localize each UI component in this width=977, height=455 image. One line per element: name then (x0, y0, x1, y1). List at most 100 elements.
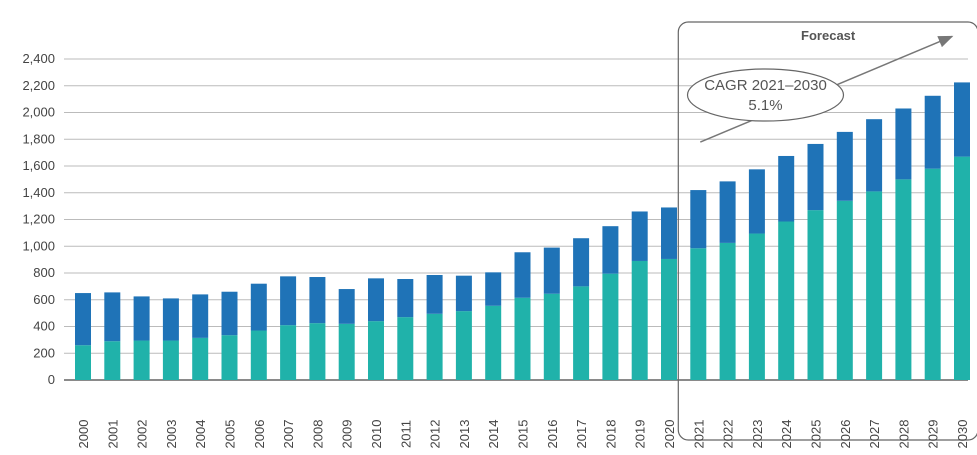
y-axis-tick-labels: 0 200 400 600 800 1,000 1,200 1,400 1,600 1,800 2,… (22, 51, 55, 387)
x-tick-label: 2005 (223, 420, 238, 449)
bar-segment-upper-2006 (250, 283, 267, 331)
x-tick-label: 2004 (193, 420, 208, 449)
bar-segment-upper-2022 (719, 181, 736, 243)
bar-segment-lower-2017 (573, 286, 590, 380)
bar-segment-upper-2018 (602, 226, 619, 274)
bar-segment-lower-2015 (514, 297, 531, 380)
bar-segment-upper-2002 (133, 296, 150, 341)
bar-segment-upper-2019 (631, 211, 648, 261)
bar-segment-upper-2014 (485, 272, 502, 306)
forecast-region: Forecast (677, 21, 977, 441)
bar-segment-lower-2026 (836, 200, 853, 380)
x-tick-label: 2028 (896, 420, 911, 449)
x-axis-tick-labels: 2000 2001 2002 2003 2004 2005 2006 2007 2008 2009… (76, 420, 970, 449)
y-tick-label: 800 (33, 265, 55, 280)
bar-segment-upper-2001 (104, 292, 121, 342)
y-tick-label: 1,000 (22, 238, 55, 253)
bar-segment-upper-2029 (924, 95, 941, 169)
x-tick-label: 2021 (691, 420, 706, 449)
x-tick-label: 2023 (750, 420, 765, 449)
bar-segment-lower-2003 (162, 340, 179, 380)
bar-segment-lower-2002 (133, 340, 150, 380)
forecast-box (677, 21, 977, 441)
x-tick-label: 2014 (486, 420, 501, 449)
x-tick-label: 2024 (779, 420, 794, 449)
bar-segment-upper-2015 (514, 252, 531, 298)
bar-segment-upper-2021 (690, 190, 707, 249)
x-tick-label: 2026 (838, 420, 853, 449)
bar-segment-upper-2011 (397, 279, 414, 318)
x-tick-label: 2022 (721, 420, 736, 449)
bar-segment-lower-2006 (250, 330, 267, 380)
x-tick-label: 2006 (252, 420, 267, 449)
x-tick-label: 2000 (76, 420, 91, 449)
bar-segment-lower-2021 (690, 248, 707, 380)
bar-segment-lower-2016 (543, 293, 560, 380)
bar-segment-upper-2000 (75, 293, 91, 346)
bar-segment-lower-2001 (104, 341, 121, 380)
bar-segment-lower-2000 (75, 345, 91, 380)
x-tick-label: 2001 (105, 420, 120, 449)
y-tick-label: 600 (33, 292, 55, 307)
bar-segment-upper-2030 (954, 82, 970, 157)
x-tick-label: 2016 (545, 420, 560, 449)
cagr-value: 5.1% (748, 97, 782, 114)
x-tick-label: 2009 (340, 420, 355, 449)
x-tick-label: 2015 (516, 420, 531, 449)
x-tick-label: 2003 (164, 420, 179, 449)
bar-segment-lower-2019 (631, 260, 648, 380)
x-tick-label: 2027 (867, 420, 882, 449)
bar-segment-upper-2023 (748, 169, 765, 234)
x-tick-label: 2011 (398, 420, 413, 448)
bar-segment-lower-2008 (309, 323, 326, 380)
bar-segment-lower-2009 (338, 323, 355, 380)
bar-segment-lower-2027 (866, 191, 883, 380)
bar-segment-upper-2024 (778, 155, 795, 222)
cagr-annotation: CAGR 2021–2030 5.1% (686, 35, 954, 143)
y-tick-label: 200 (33, 345, 55, 360)
x-tick-label: 2020 (662, 420, 677, 449)
x-tick-label: 2019 (633, 420, 648, 449)
bar-segment-lower-2022 (719, 242, 736, 380)
bar-segment-upper-2028 (895, 108, 912, 180)
bar-segment-lower-2018 (602, 273, 619, 380)
x-tick-label: 2025 (809, 420, 824, 449)
x-tick-label: 2012 (428, 420, 443, 449)
bar-segment-lower-2025 (807, 210, 824, 380)
bar-segment-upper-2004 (192, 294, 209, 338)
bar-segment-lower-2029 (924, 168, 941, 380)
bar-segment-lower-2013 (455, 311, 472, 380)
forecast-label: Forecast (801, 28, 856, 43)
bar-segment-upper-2016 (543, 247, 560, 294)
bar-segment-lower-2005 (221, 335, 238, 380)
bar-segment-upper-2026 (836, 131, 853, 201)
x-tick-label: 2010 (369, 420, 384, 449)
bar-segment-lower-2023 (748, 233, 765, 380)
y-tick-label: 2,200 (22, 78, 55, 93)
bar-segment-lower-2030 (954, 156, 970, 380)
bar-segment-lower-2011 (397, 317, 414, 380)
bar-segment-upper-2009 (338, 289, 355, 324)
bar-segment-upper-2025 (807, 143, 824, 211)
bar-segment-upper-2017 (573, 238, 590, 287)
bar-segment-lower-2028 (895, 179, 912, 380)
x-tick-label: 2008 (310, 420, 325, 449)
bar-segment-upper-2007 (280, 276, 297, 326)
x-tick-label: 2018 (603, 420, 618, 449)
bar-segment-upper-2005 (221, 291, 238, 336)
y-tick-label: 1,800 (22, 131, 55, 146)
x-tick-label: 2002 (135, 420, 150, 449)
bar-segment-upper-2008 (309, 277, 326, 324)
bar-segment-lower-2004 (192, 337, 209, 380)
bar-segment-lower-2020 (661, 258, 677, 380)
bar-segment-lower-2007 (280, 325, 297, 380)
bar-segment-upper-2013 (455, 275, 472, 312)
cagr-label: CAGR 2021–2030 (704, 77, 827, 94)
x-tick-label: 2029 (926, 420, 941, 449)
bar-segment-lower-2024 (778, 221, 795, 380)
x-tick-label: 2017 (574, 420, 589, 449)
y-tick-label: 1,200 (22, 212, 55, 227)
y-tick-label: 2,400 (22, 51, 55, 66)
